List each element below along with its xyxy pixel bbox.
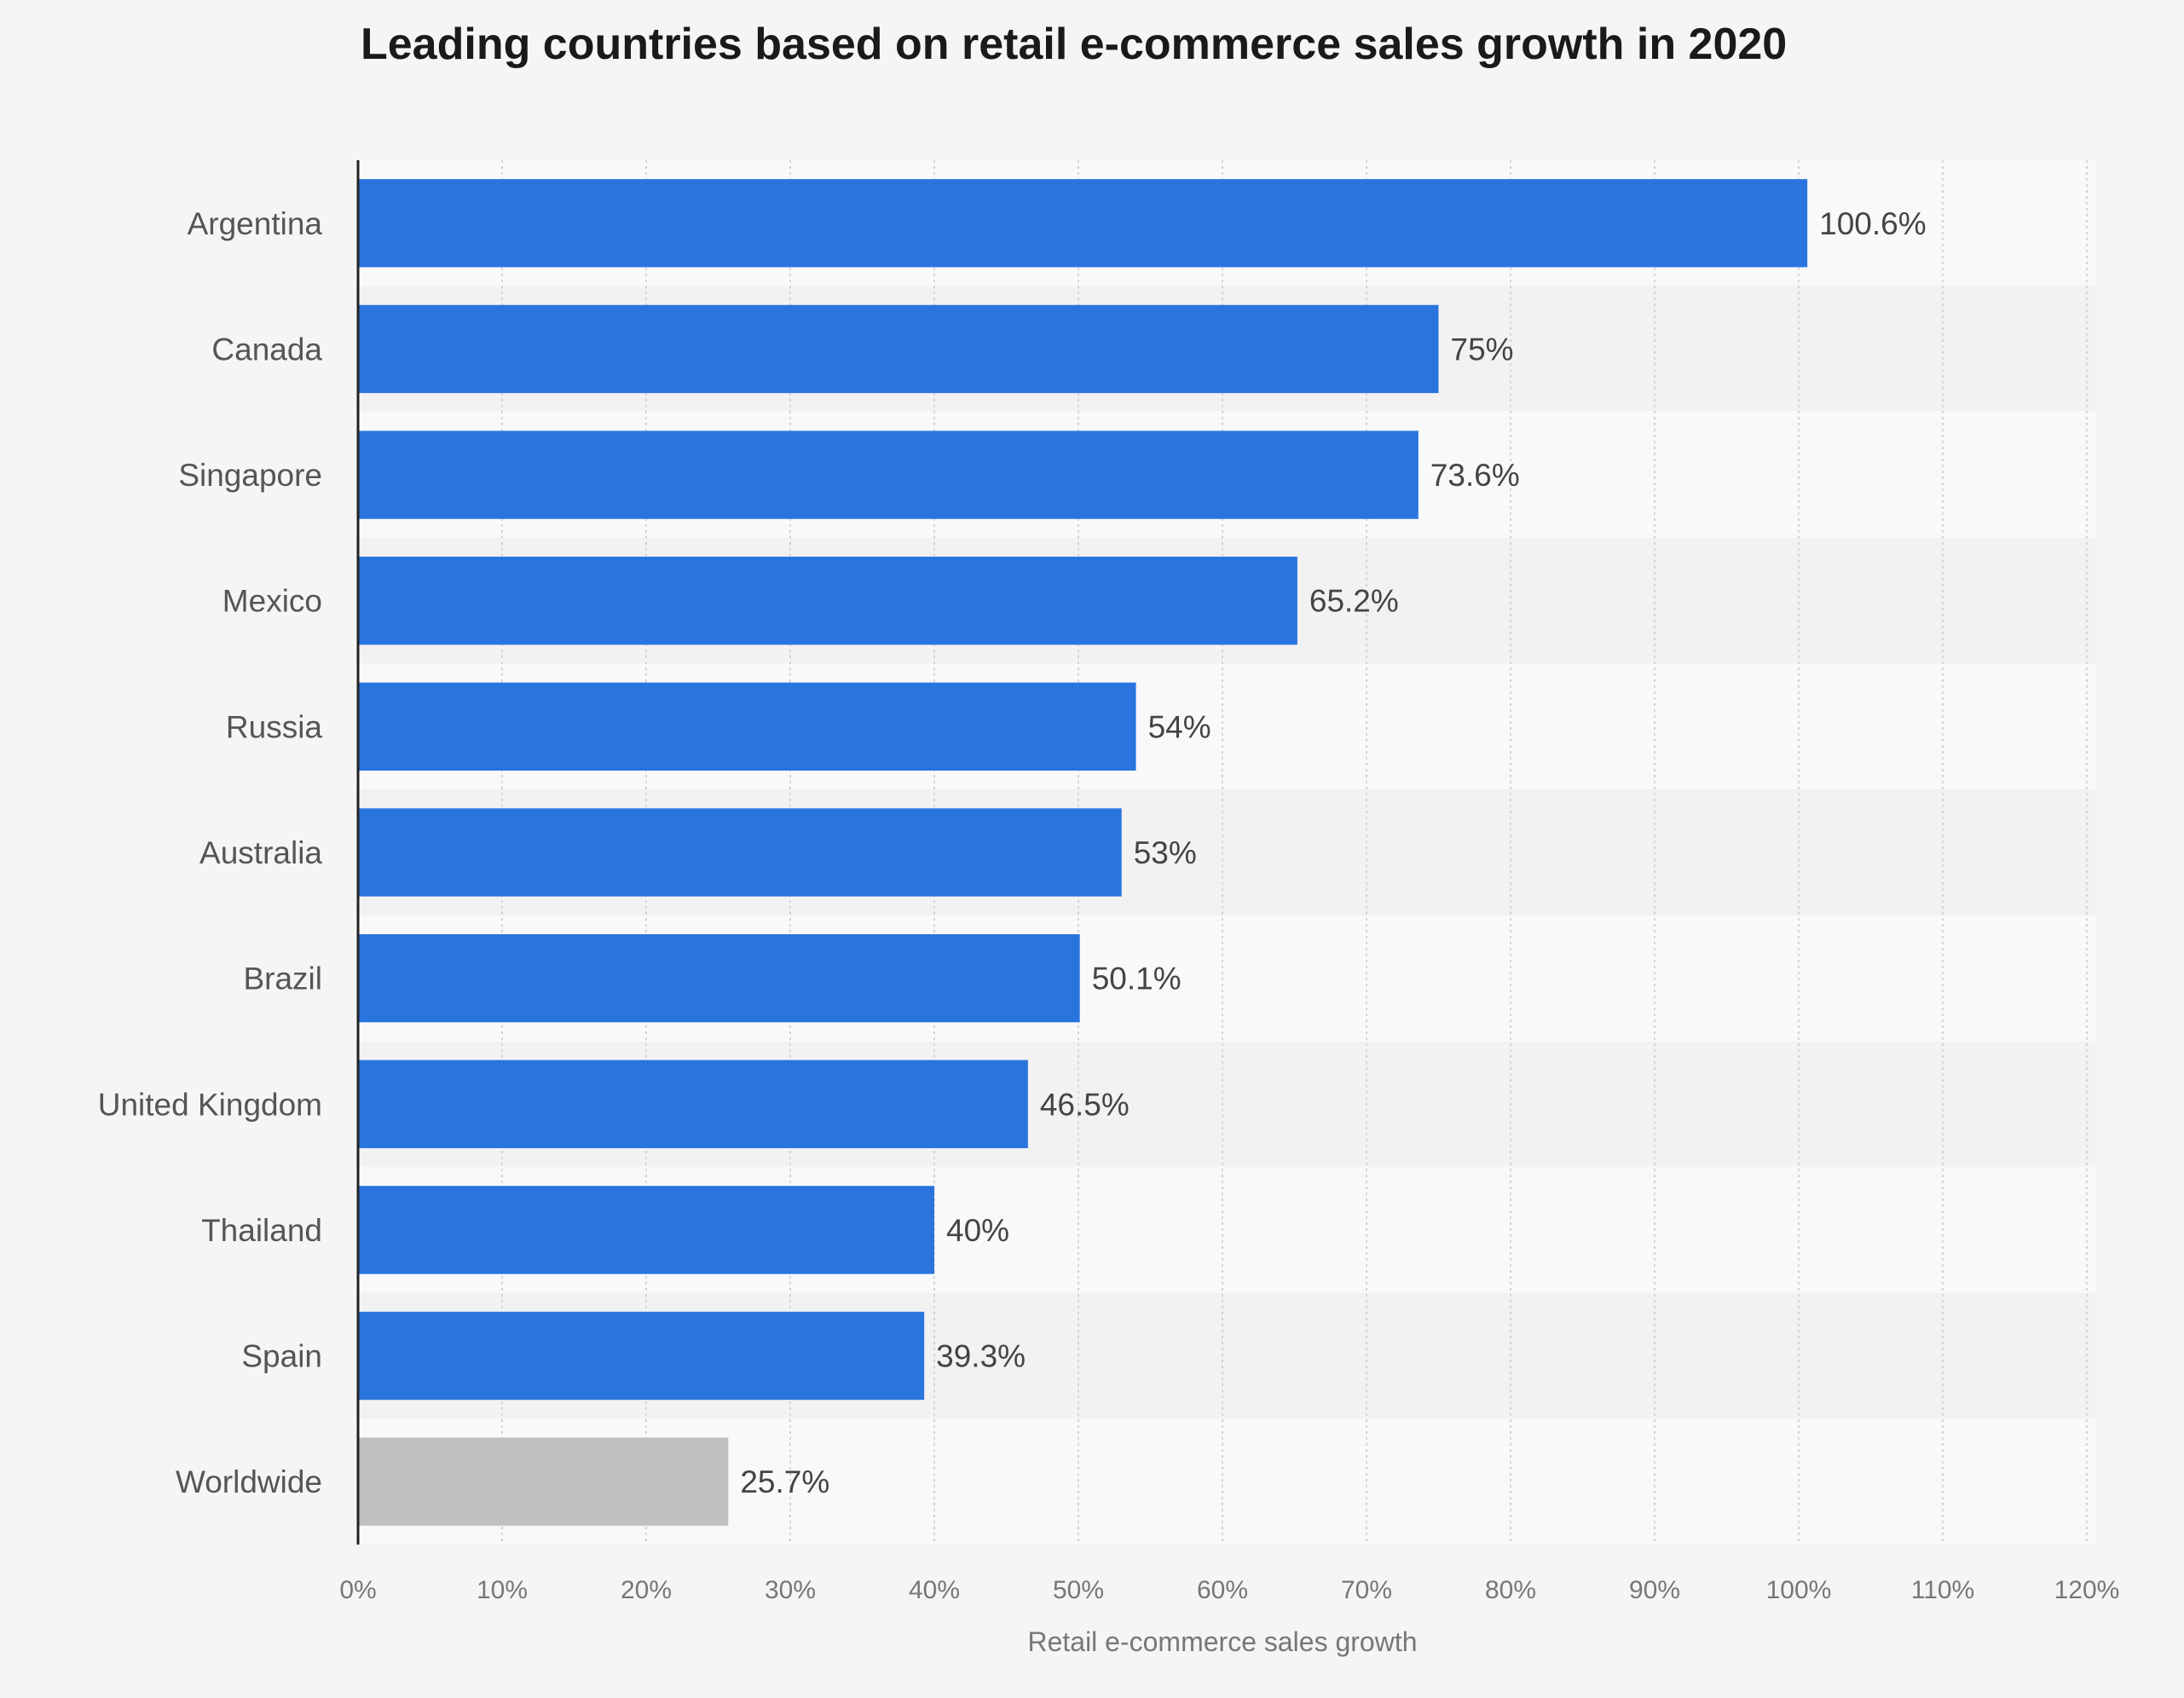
x-tick-label: 50% xyxy=(1053,1576,1104,1604)
value-label: 40% xyxy=(946,1213,1009,1248)
value-label: 46.5% xyxy=(1040,1087,1130,1122)
category-label: Brazil xyxy=(243,962,322,996)
value-label: 65.2% xyxy=(1309,584,1399,619)
category-label: Russia xyxy=(226,709,323,744)
category-label: United Kingdom xyxy=(98,1087,322,1122)
x-tick-label: 20% xyxy=(621,1576,672,1604)
bar xyxy=(358,179,1808,268)
category-label: Australia xyxy=(199,835,322,870)
x-tick-label: 80% xyxy=(1485,1576,1536,1604)
bar xyxy=(358,1311,925,1401)
x-axis-title: Retail e-commerce sales growth xyxy=(1027,1626,1417,1657)
category-label: Spain xyxy=(241,1339,322,1374)
x-tick-label: 90% xyxy=(1629,1576,1680,1604)
x-tick-label: 120% xyxy=(2054,1576,2120,1604)
bar xyxy=(358,808,1122,897)
bar xyxy=(358,1060,1028,1148)
bar xyxy=(358,304,1439,394)
x-tick-label: 10% xyxy=(477,1576,528,1604)
value-label: 39.3% xyxy=(936,1339,1026,1374)
bar xyxy=(358,1186,934,1274)
x-tick-label: 60% xyxy=(1197,1576,1248,1604)
bar xyxy=(358,682,1136,771)
chart-title: Leading countries based on retail e-comm… xyxy=(0,19,2184,70)
value-label: 100.6% xyxy=(1819,206,1927,241)
bar xyxy=(358,557,1297,645)
category-label: Mexico xyxy=(222,584,322,619)
chart-title-text: Leading countries based on retail e-comm… xyxy=(361,20,1788,69)
value-label: 53% xyxy=(1134,835,1197,870)
value-label: 25.7% xyxy=(740,1464,829,1499)
x-tick-label: 0% xyxy=(339,1576,376,1604)
category-label: Thailand xyxy=(201,1213,322,1248)
bar xyxy=(358,933,1080,1023)
value-label: 50.1% xyxy=(1092,962,1182,996)
x-tick-label: 70% xyxy=(1341,1576,1392,1604)
x-tick-label: 30% xyxy=(765,1576,816,1604)
bar xyxy=(358,1437,729,1526)
x-tick-label: 100% xyxy=(1766,1576,1832,1604)
category-label: Argentina xyxy=(188,206,323,241)
value-label: 73.6% xyxy=(1430,458,1520,493)
value-label: 54% xyxy=(1148,709,1211,744)
category-label: Singapore xyxy=(178,458,322,493)
value-label: 75% xyxy=(1451,332,1514,367)
category-label: Worldwide xyxy=(176,1464,322,1499)
x-tick-label: 110% xyxy=(1911,1576,1975,1604)
x-tick-label: 40% xyxy=(909,1576,960,1604)
category-label: Canada xyxy=(211,332,322,367)
bar xyxy=(358,430,1418,519)
